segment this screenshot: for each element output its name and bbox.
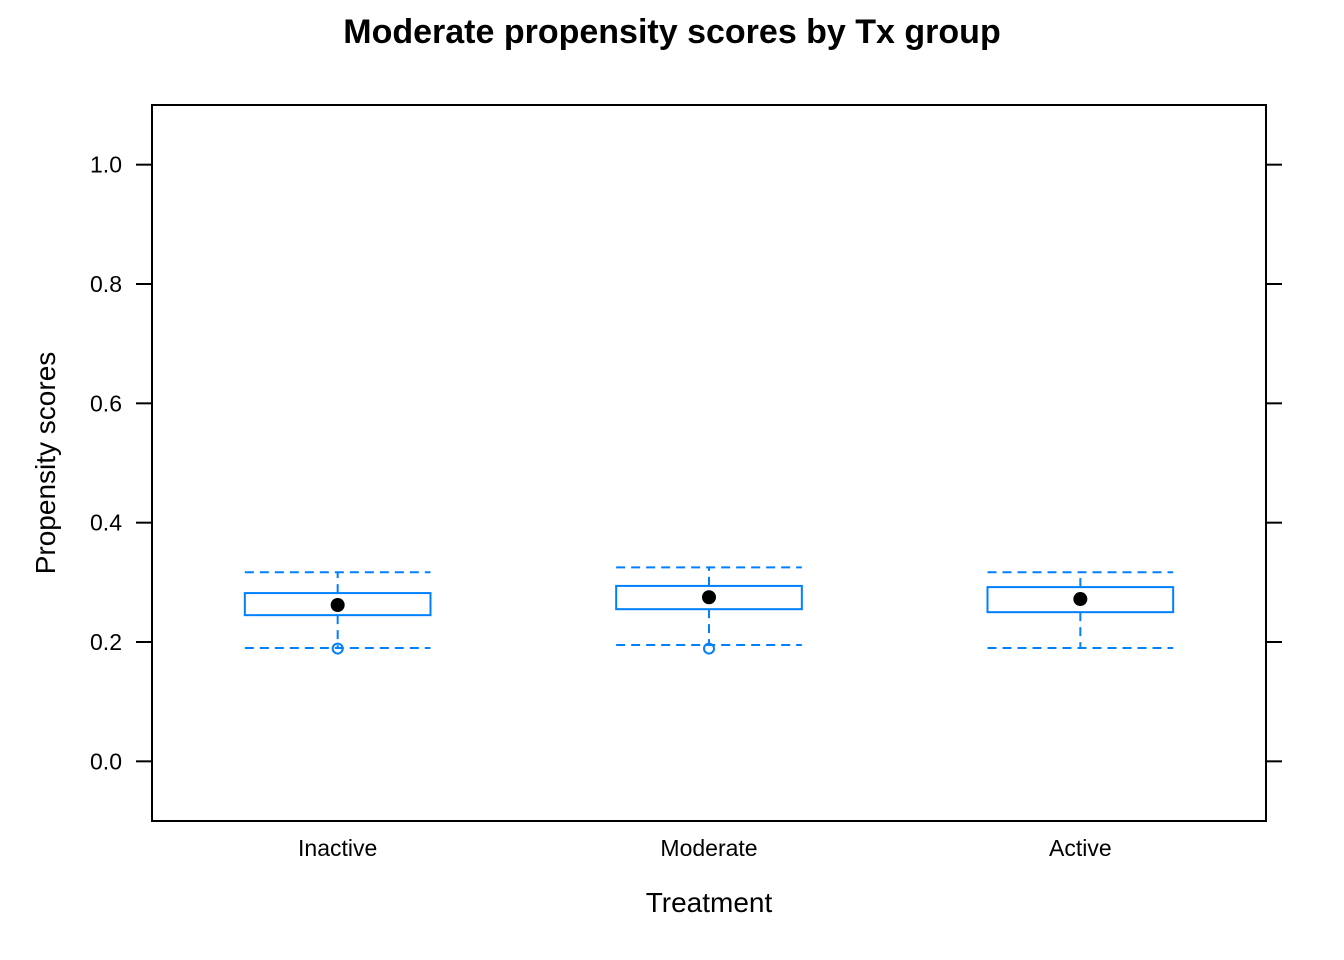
median-point — [1073, 592, 1088, 607]
outlier-point — [331, 642, 344, 655]
y-tick-label: 0.2 — [90, 629, 122, 655]
y-tick-label: 1.0 — [90, 152, 122, 178]
box-active — [986, 571, 1175, 649]
median-point — [330, 598, 345, 613]
median-point — [702, 590, 716, 605]
plot-frame — [151, 104, 1267, 822]
box-inactive — [243, 571, 432, 655]
y-tick-label: 0.4 — [90, 510, 122, 536]
y-tick-label: 0.0 — [90, 748, 122, 774]
y-tick-label: 0.8 — [90, 271, 122, 297]
x-tick-label: Active — [1049, 835, 1112, 861]
y-axis: 0.0 0.2 0.4 0.6 0.8 1.0 — [90, 152, 1282, 774]
y-tick-label: 0.6 — [90, 390, 122, 416]
x-tick-label: Moderate — [660, 835, 757, 861]
outlier-point — [703, 642, 715, 655]
box-moderate — [615, 566, 803, 655]
x-axis-title: Treatment — [646, 887, 773, 918]
y-axis-title: Propensity scores — [30, 352, 61, 575]
boxplot-series — [243, 566, 1175, 655]
chart-title: Moderate propensity scores by Tx group — [343, 13, 1000, 51]
x-axis: Inactive Moderate Active — [298, 835, 1112, 861]
x-tick-label: Inactive — [298, 835, 377, 861]
